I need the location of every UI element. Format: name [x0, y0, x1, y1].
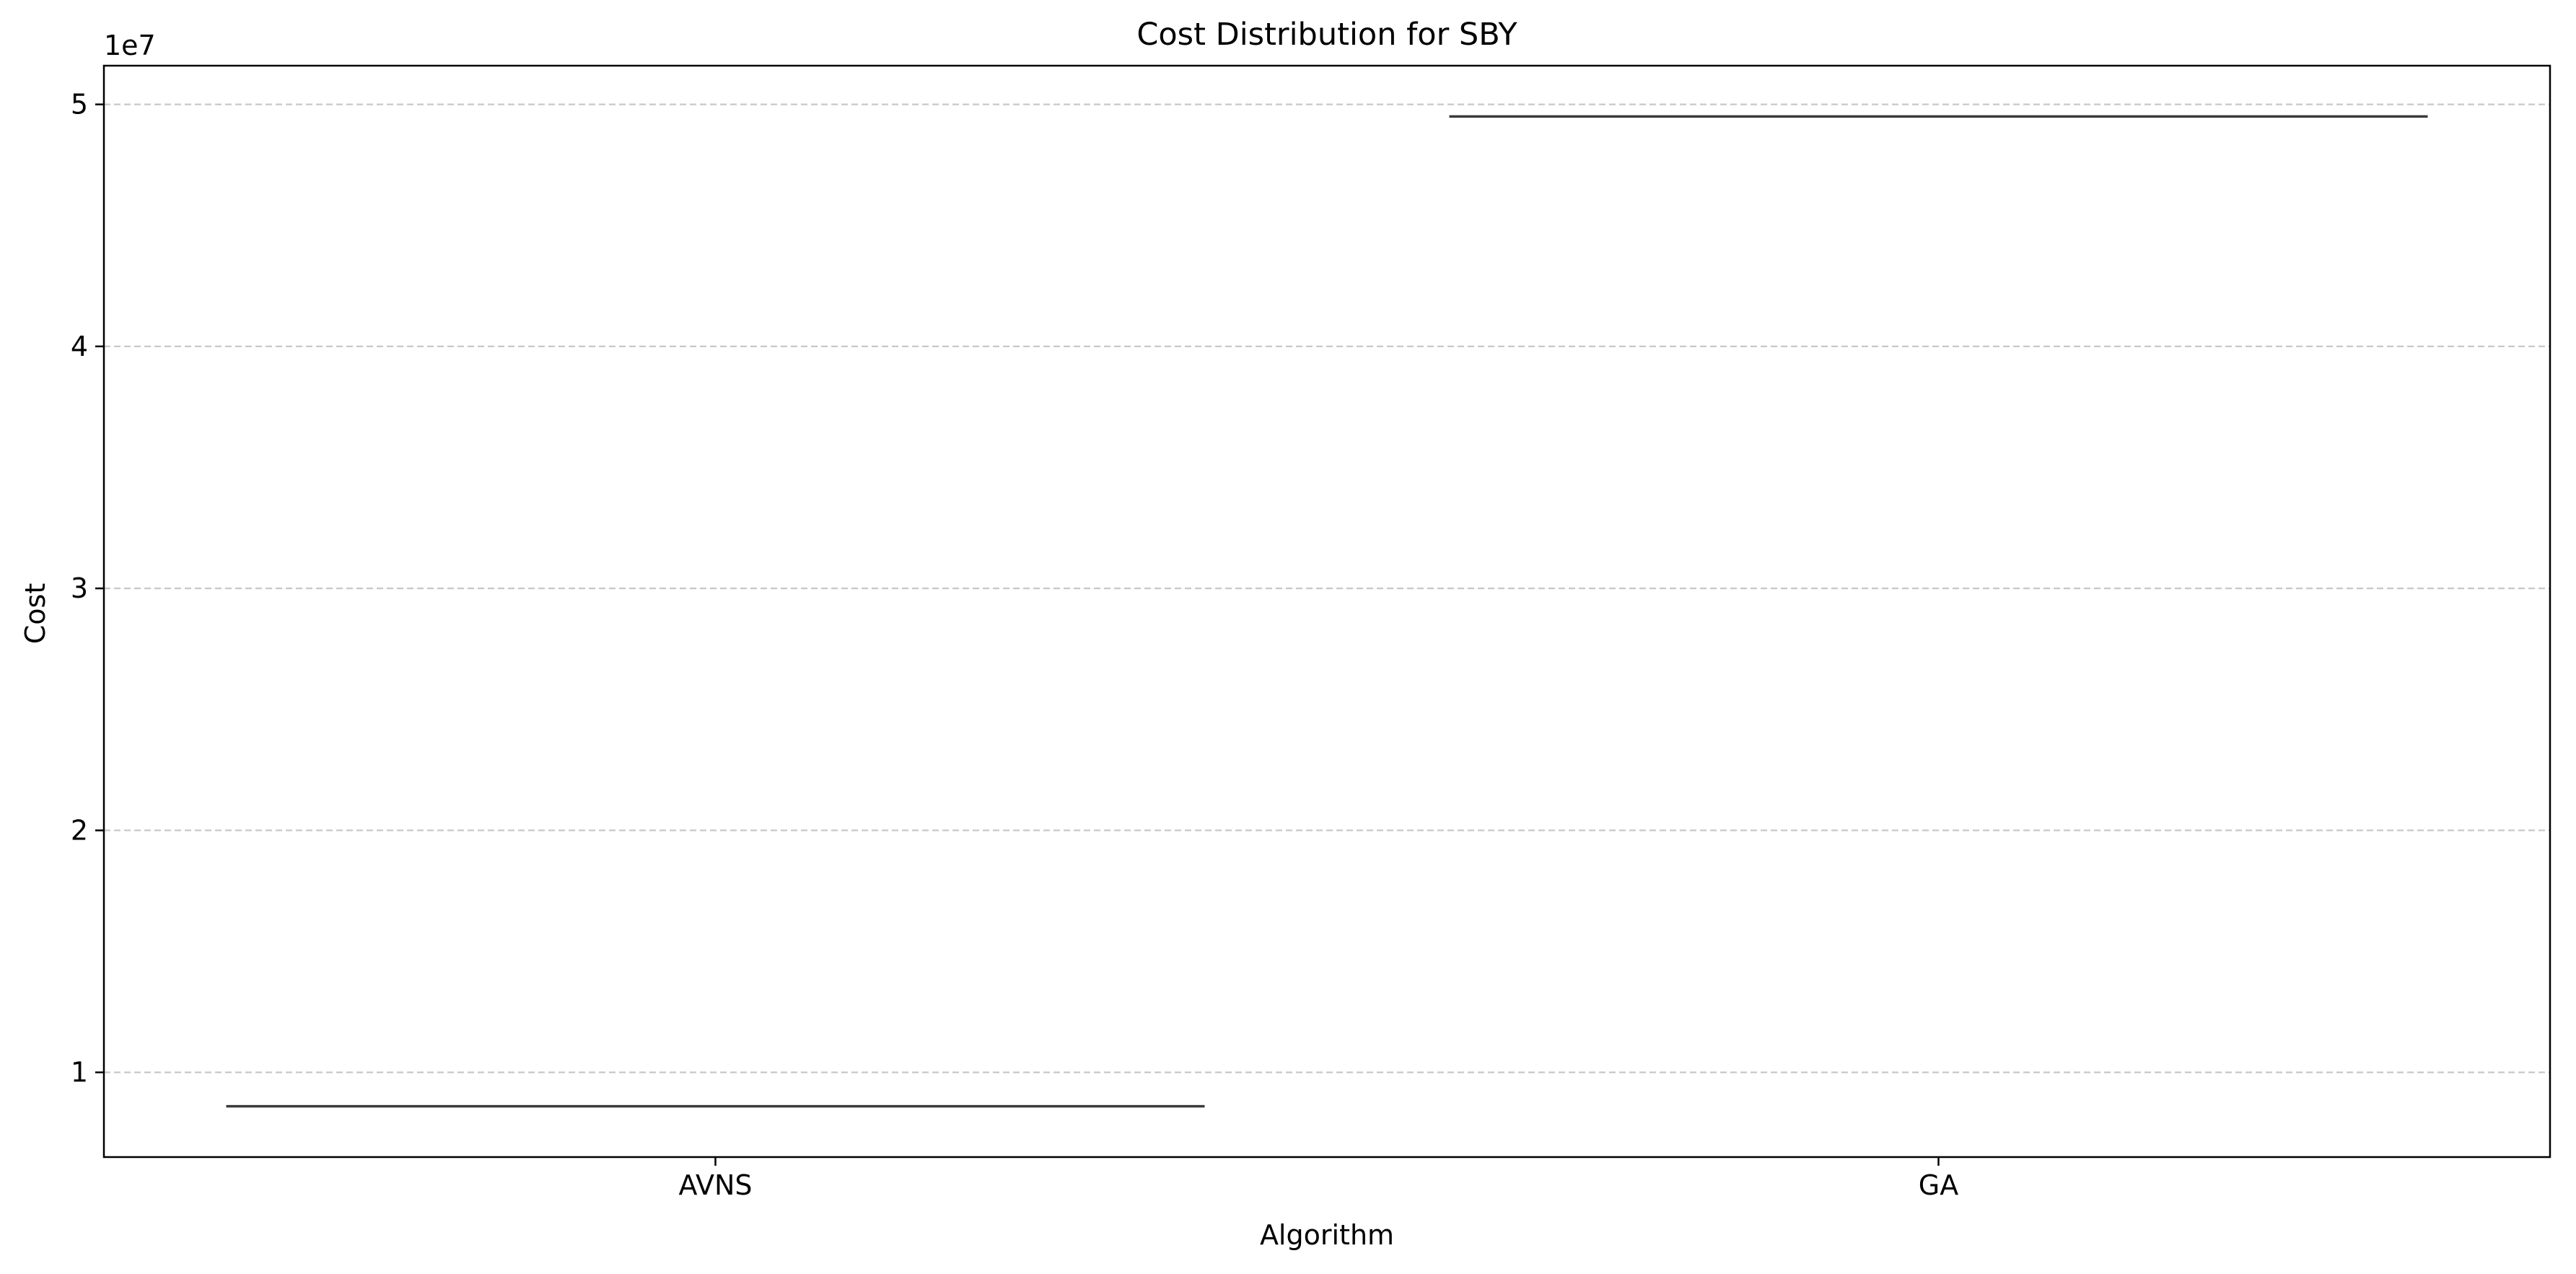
- y-tick-label: 2: [71, 814, 88, 846]
- x-axis-label: Algorithm: [1260, 1219, 1394, 1251]
- y-tick-label: 1: [71, 1057, 88, 1088]
- x-tick-label: GA: [1919, 1169, 1958, 1201]
- x-axis-ticks: AVNS GA: [678, 1157, 1958, 1201]
- plot-frame: [102, 64, 2551, 1159]
- y-axis-ticks: 1 2 3 4 5: [71, 89, 104, 1088]
- y-axis-offset-label: 1e7: [104, 30, 156, 61]
- box-series: [226, 115, 2428, 1108]
- x-tick-label: AVNS: [678, 1169, 752, 1201]
- y-tick-label: 5: [71, 89, 88, 121]
- chart-title: Cost Distribution for SBY: [1136, 17, 1517, 53]
- grid-lines: [104, 103, 2550, 1073]
- y-tick-label: 3: [71, 572, 88, 604]
- y-tick-label: 4: [71, 331, 88, 362]
- y-axis-label: Cost: [19, 583, 51, 644]
